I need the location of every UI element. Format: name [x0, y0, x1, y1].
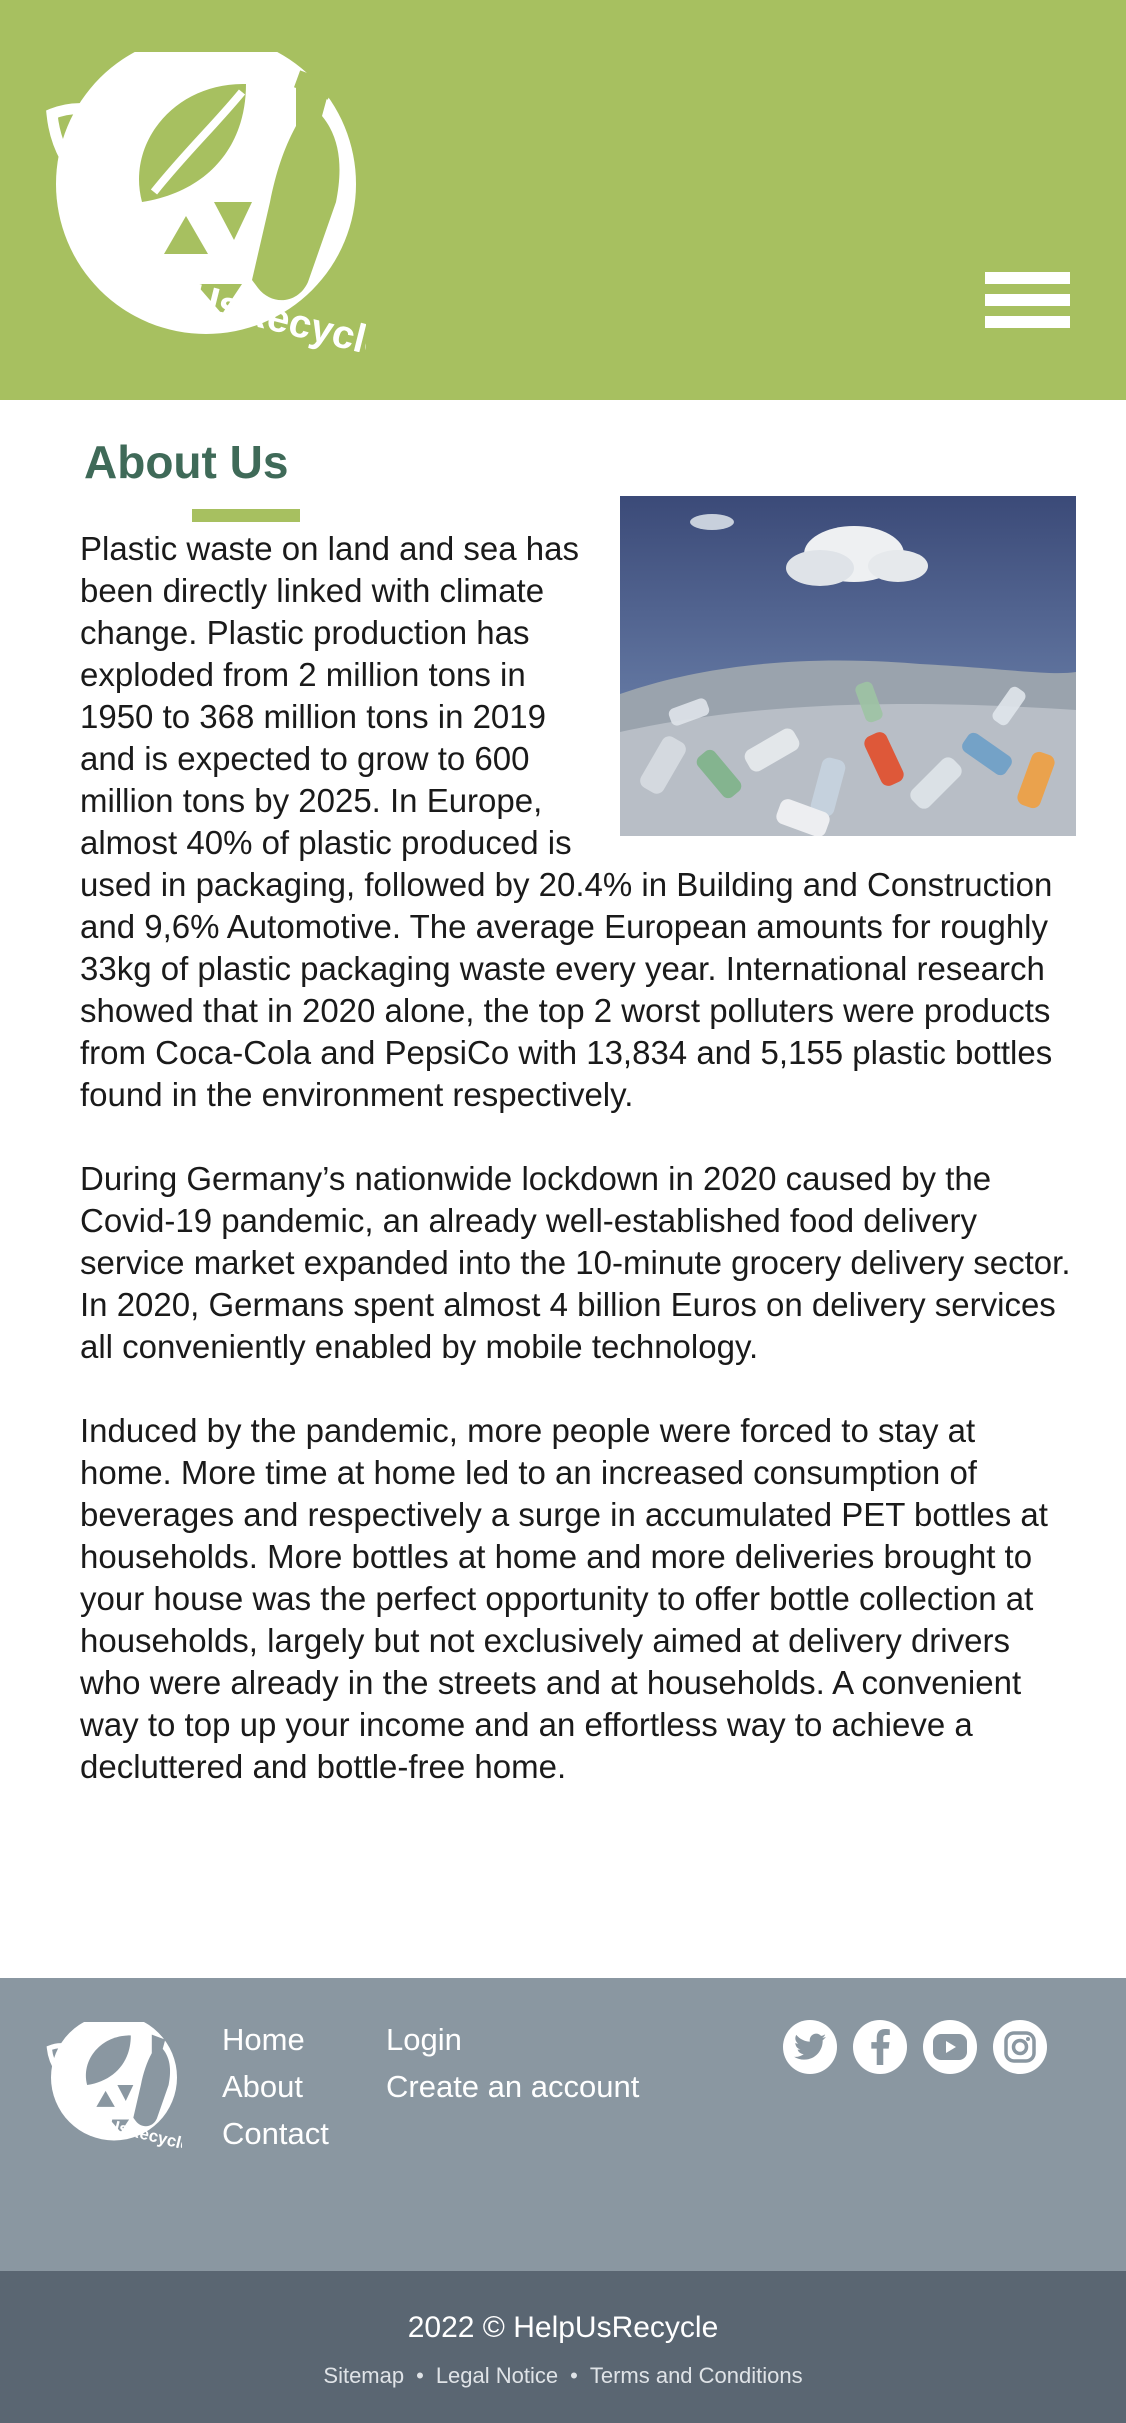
footer-bottom-bar: 2022 © HelpUsRecycle Sitemap • Legal Notic… [0, 2271, 1126, 2423]
sitemap-link[interactable]: Sitemap [323, 2363, 405, 2388]
separator-dot: • [416, 2363, 424, 2388]
about-paragraph-3: Induced by the pandemic, more people wer… [80, 1412, 1048, 1785]
twitter-icon[interactable] [783, 2020, 837, 2074]
legal-links: Sitemap • Legal Notice • Terms and Condition… [0, 2363, 1126, 2389]
separator-dot: • [570, 2363, 578, 2388]
youtube-icon[interactable] [923, 2020, 977, 2074]
legal-notice-link[interactable]: Legal Notice [435, 2363, 559, 2388]
terms-link[interactable]: Terms and Conditions [589, 2363, 803, 2388]
page-title: About Us [84, 435, 300, 522]
footer-link-about[interactable]: About [222, 2069, 304, 2104]
helpusrecycle-logo[interactable]: HelpUsRecycle [46, 34, 392, 367]
about-article: Plastic waste on land and sea has been d… [80, 496, 1076, 1830]
footer-link-create-account[interactable]: Create an account [386, 2069, 640, 2104]
hamburger-menu-icon[interactable] [985, 272, 1070, 328]
copyright-text: 2022 © HelpUsRecycle [407, 2311, 719, 2344]
facebook-icon[interactable] [853, 2020, 907, 2074]
footer-link-login[interactable]: Login [386, 2022, 462, 2057]
about-paragraph-1: Plastic waste on land and sea has been d… [80, 530, 1053, 1113]
title-underline [192, 509, 300, 522]
about-paragraph-2: During Germany’s nationwide lockdown in … [80, 1160, 1071, 1365]
social-links [783, 2020, 1047, 2074]
plastic-bottle-pile-photo [620, 496, 1076, 836]
site-header: HelpUsRecycle [0, 0, 1126, 400]
site-footer: HelpUsRecycle Home About Contact Login C… [0, 1978, 1126, 2271]
footer-link-home[interactable]: Home [222, 2022, 305, 2057]
footer-link-contact[interactable]: Contact [222, 2116, 329, 2151]
footer-logo[interactable]: HelpUsRecycle [46, 2014, 192, 2154]
instagram-icon[interactable] [993, 2020, 1047, 2074]
footer-links-primary: Home About Contact [222, 2016, 329, 2157]
footer-links-account: Login Create an account [386, 2016, 639, 2110]
